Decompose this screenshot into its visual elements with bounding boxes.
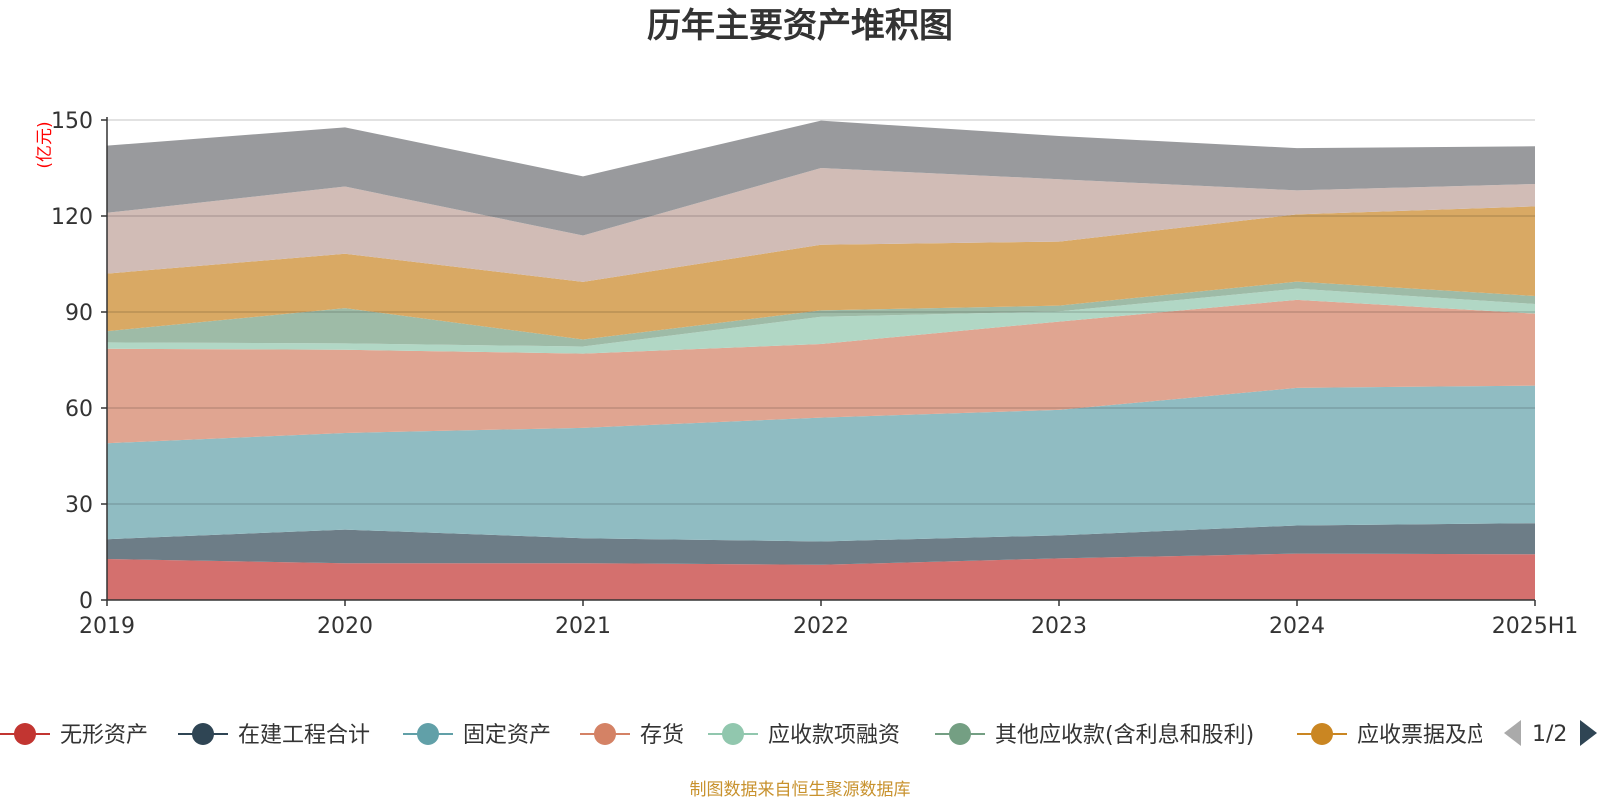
legend-marker-icon [722,723,744,745]
x-tick-label: 2020 [317,614,373,639]
y-tick-label: 30 [65,493,93,518]
legend-marker-icon [192,723,214,745]
legend-item[interactable]: 存货 [580,723,684,748]
area-series-7[interactable] [107,168,1535,282]
x-tick-label: 2022 [793,614,849,639]
x-tick-label: 2024 [1269,614,1325,639]
y-axis-unit-label: (亿元) [35,121,55,168]
legend-prev-arrow-icon[interactable] [1504,720,1521,746]
legend-pager: 1/2 [1504,720,1597,747]
area-series-1[interactable] [107,523,1535,565]
legend-label: 应收款项融资 [768,723,900,748]
area-series-2[interactable] [107,385,1535,542]
area-series-3[interactable] [107,299,1535,444]
legend-next-arrow-icon[interactable] [1580,720,1597,746]
y-tick-label: 90 [65,301,93,326]
legend-marker-icon [417,723,439,745]
legend-item[interactable]: 在建工程合计 [178,723,370,748]
axes: 0 30 60 90 120 150 2019 2020 2021 2022 2023 2024 202… [51,109,1578,639]
legend-marker-icon [594,723,616,745]
legend-label: 无形资产 [60,723,148,748]
area-series-6[interactable] [107,206,1535,340]
y-tick-label: 120 [51,205,93,230]
legend-item[interactable]: 其他应收款(含利息和股利) [935,723,1254,748]
area-series-0[interactable] [107,553,1535,600]
x-tick-label: 2021 [555,614,611,639]
legend-label: 应收票据及应收账款 [1357,723,1555,748]
legend: 无形资产 在建工程合计 固定资产 存货 应收款项融资 其他应收款(含利息和股利) 应收票据及… [0,723,1555,748]
legend-label: 在建工程合计 [238,723,370,748]
x-tick-label: 2023 [1031,614,1087,639]
y-tick-label: 0 [79,589,93,614]
legend-marker-icon [949,723,971,745]
legend-label: 存货 [640,723,684,748]
legend-label: 其他应收款(含利息和股利) [995,723,1254,748]
legend-item[interactable]: 固定资产 [403,723,551,748]
legend-item[interactable]: 无形资产 [0,723,148,748]
area-layers [107,120,1535,600]
x-tick-label: 2019 [79,614,135,639]
legend-items: 无形资产 在建工程合计 固定资产 存货 应收款项融资 其他应收款(含利息和股利) 应收票据及… [0,723,1555,748]
legend-item[interactable]: 应收票据及应收账款 [1297,723,1555,748]
legend-marker-icon [14,723,36,745]
source-note: 制图数据来自恒生聚源数据库 [690,780,911,800]
legend-marker-icon [1311,723,1333,745]
legend-item[interactable]: 应收款项融资 [708,723,900,748]
y-tick-label: 60 [65,397,93,422]
gridlines [107,119,1535,505]
area-series-8[interactable] [107,120,1535,236]
y-tick-label: 150 [51,109,93,134]
area-series-5[interactable] [107,281,1535,347]
chart-title: 历年主要资产堆积图 [647,6,953,46]
legend-page-indicator: 1/2 [1532,722,1567,747]
area-series-4[interactable] [107,288,1535,354]
legend-label: 固定资产 [463,723,551,748]
x-tick-label: 2025H1 [1492,614,1579,639]
